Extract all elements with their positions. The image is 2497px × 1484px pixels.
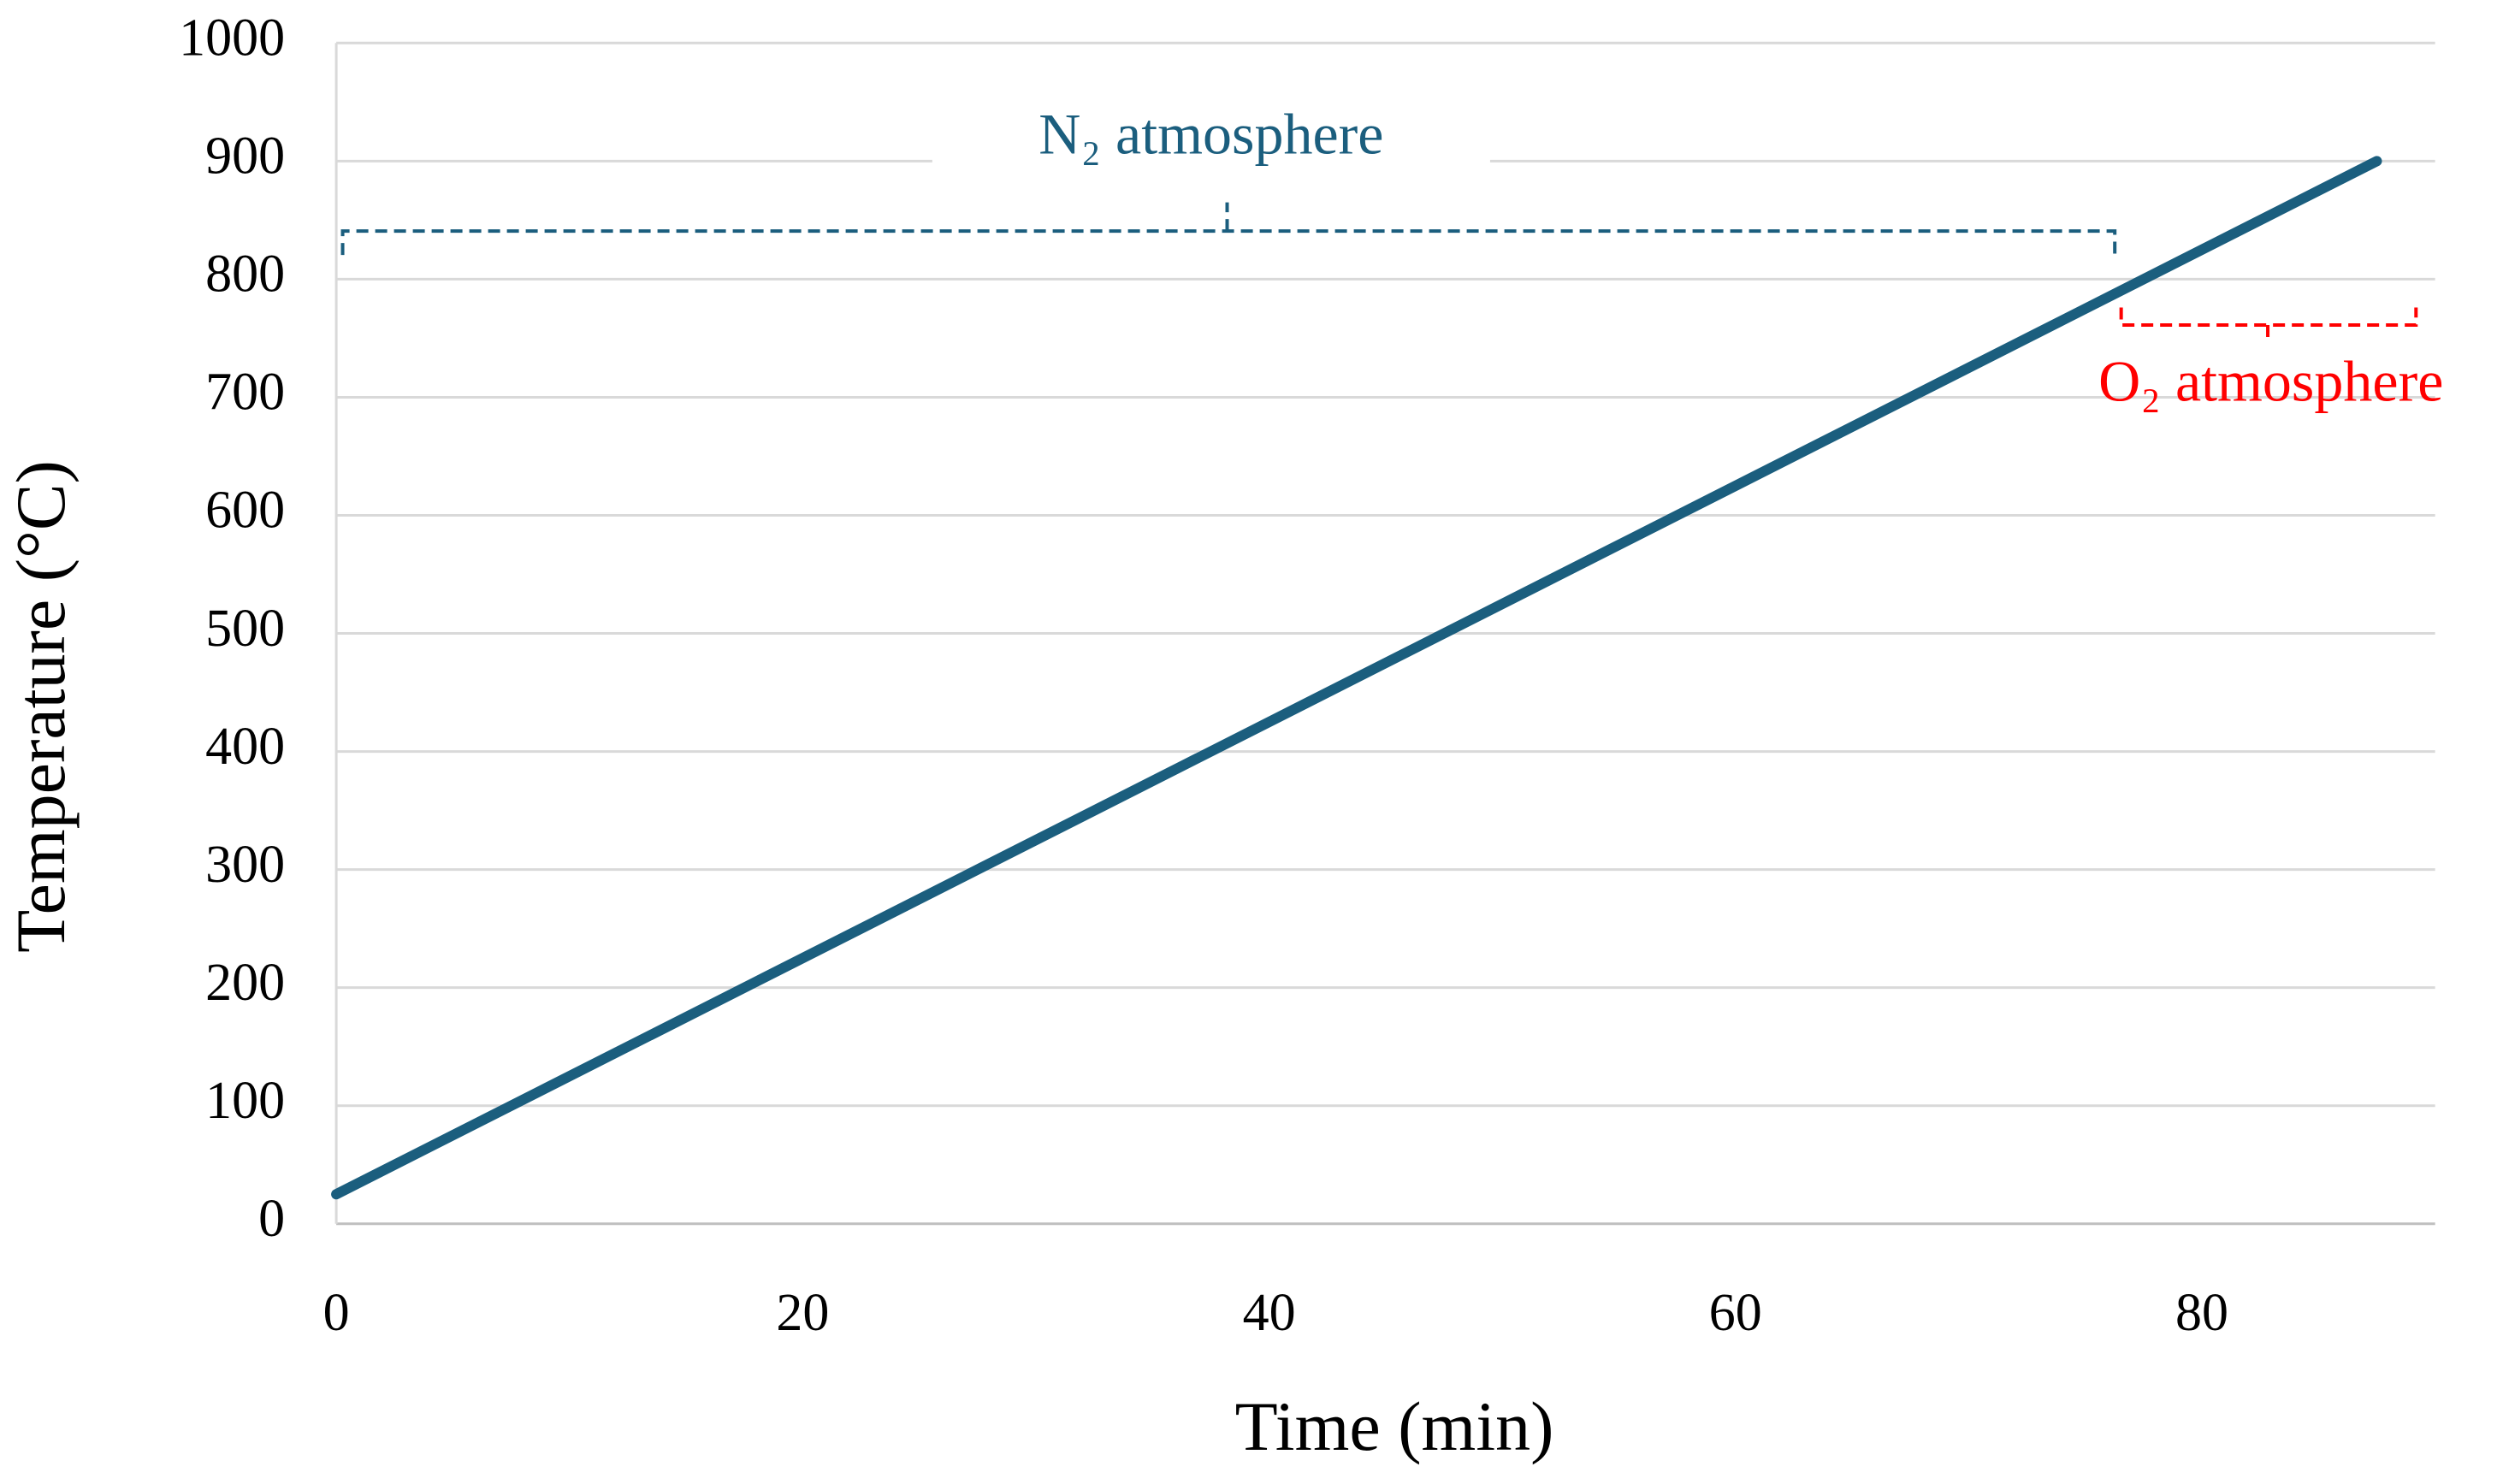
y-tick-label: 500 — [205, 600, 285, 658]
x-tick-label: 80 — [2175, 1284, 2228, 1342]
y-tick-label: 400 — [205, 718, 285, 776]
y-tick-label: 300 — [205, 836, 285, 894]
label-background — [932, 111, 1490, 182]
y-tick-label: 800 — [205, 245, 285, 304]
annotation: N₂ atmosphere — [1038, 102, 1383, 167]
annotation: O₂ atmosphere — [2098, 348, 2443, 413]
y-tick-label: 0 — [258, 1190, 285, 1248]
y-tick-label: 900 — [205, 127, 285, 186]
y-tick-label: 700 — [205, 364, 285, 422]
x-axis-title: Time (min) — [1235, 1387, 1554, 1465]
y-tick-label: 100 — [205, 1072, 285, 1130]
y-tick-label: 600 — [205, 482, 285, 540]
bracket — [2119, 307, 2418, 341]
y-tick-label: 1000 — [179, 9, 285, 68]
x-tick-label: 60 — [1709, 1284, 1762, 1342]
x-tick-label: 0 — [323, 1284, 350, 1342]
x-tick-label: 20 — [776, 1284, 829, 1342]
y-axis-title: Temperature (°C) — [2, 460, 80, 953]
y-tick-label: 200 — [205, 954, 285, 1012]
data-line — [331, 156, 2382, 1200]
x-tick-label: 40 — [1243, 1284, 1296, 1342]
bracket — [340, 202, 2117, 256]
